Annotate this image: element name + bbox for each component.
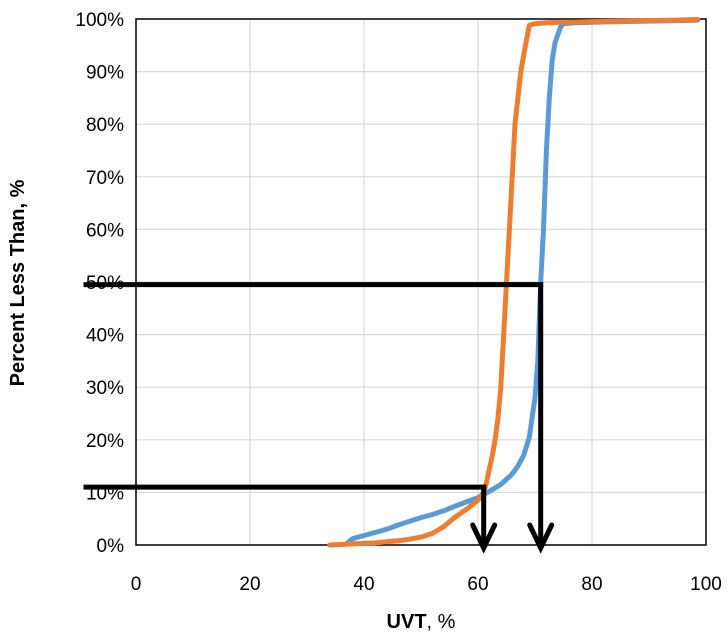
y-tick-label: 70% <box>86 168 124 189</box>
read-lines <box>83 282 555 554</box>
y-tick-label: 100% <box>75 10 124 31</box>
y-tick-label: 90% <box>86 63 124 84</box>
arrow-down-icon <box>470 522 498 554</box>
x-axis-title-main: UVT <box>387 611 427 633</box>
y-tick-label: 50% <box>86 273 124 294</box>
x-tick-labels: 0 20 40 60 80 100 <box>131 574 722 595</box>
series-line-2 <box>327 17 700 548</box>
x-tick-label: 100 <box>690 574 722 595</box>
y-axis-title: Percent Less Than, % <box>7 179 29 386</box>
x-axis-title-unit: , % <box>427 611 456 633</box>
x-axis-title: UVT, % <box>387 611 456 633</box>
plot-area-border <box>135 18 707 546</box>
x-tick-label: 80 <box>581 574 602 595</box>
x-tick-label: 20 <box>239 574 260 595</box>
x-tick-label: 0 <box>131 574 142 595</box>
y-tick-labels: 0% 10% 20% 30% 40% 50% 60% 70% 80% 90% 100% <box>75 10 124 557</box>
grid-lines <box>135 18 707 546</box>
y-tick-label: 40% <box>86 326 124 347</box>
arrow-down-icon <box>527 522 555 554</box>
y-tick-label: 60% <box>86 220 124 241</box>
x-tick-label: 60 <box>467 574 488 595</box>
y-tick-label: 10% <box>86 483 124 504</box>
series-lines <box>327 17 700 548</box>
y-tick-label: 80% <box>86 115 124 136</box>
x-tick-label: 40 <box>353 574 374 595</box>
y-tick-label: 30% <box>86 378 124 399</box>
y-tick-label: 0% <box>97 536 125 557</box>
y-tick-label: 20% <box>86 431 124 452</box>
